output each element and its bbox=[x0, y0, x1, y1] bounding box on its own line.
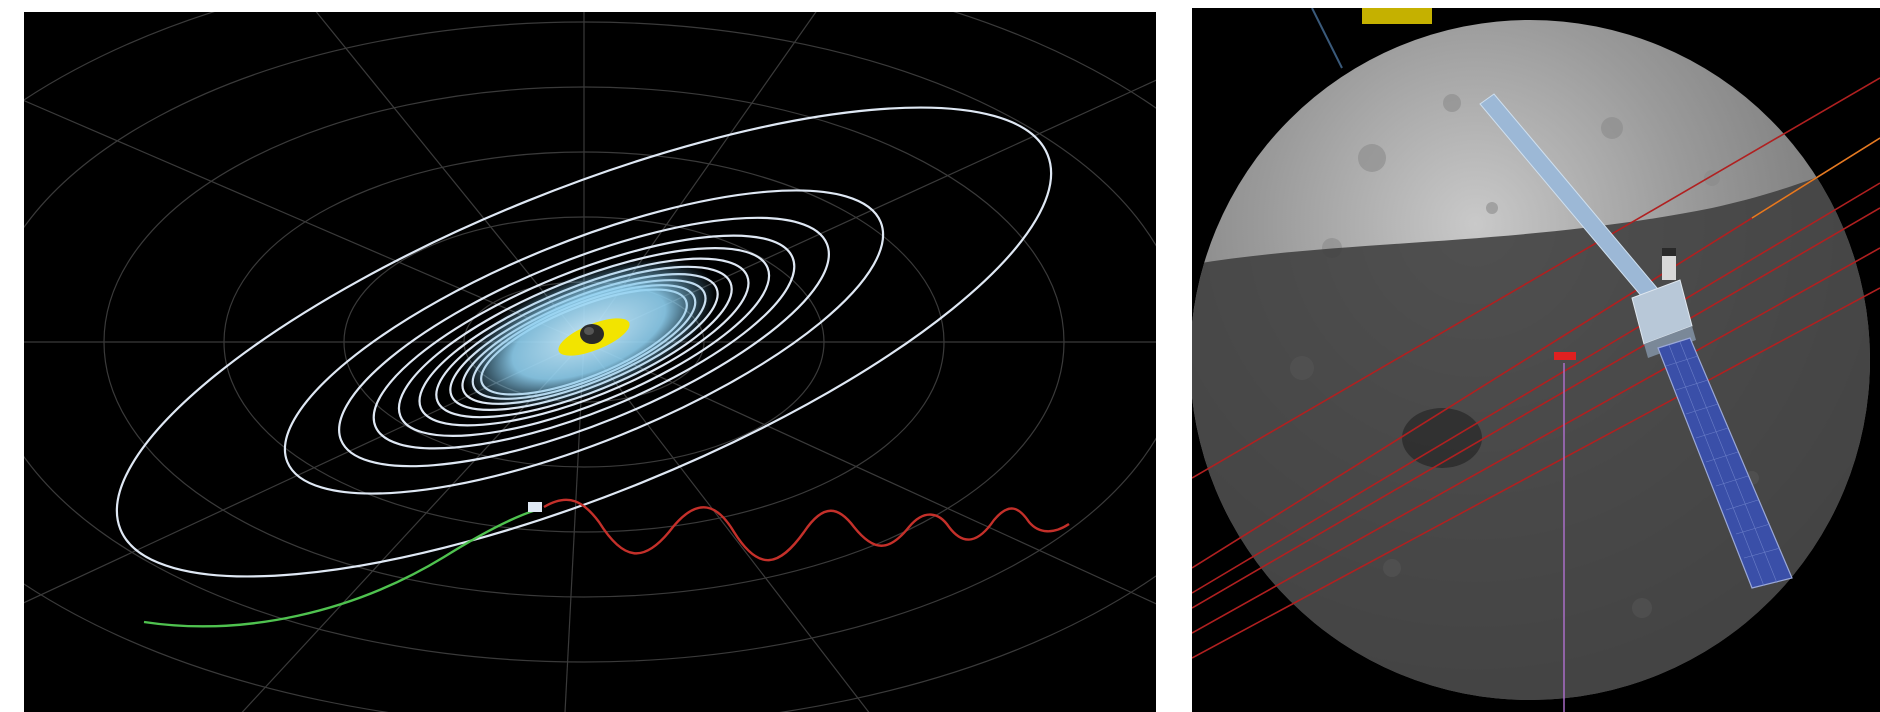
orange-orbit-line bbox=[1751, 137, 1880, 219]
spacecraft-marker-icon[interactable] bbox=[528, 502, 542, 512]
transfer-trajectory bbox=[543, 498, 1070, 562]
lunar-view[interactable] bbox=[1192, 8, 1880, 712]
solar-panel-icon bbox=[1657, 337, 1793, 589]
lunar-canvas bbox=[1192, 8, 1880, 712]
central-body-icon bbox=[558, 318, 630, 356]
trajectory-view[interactable] bbox=[24, 12, 1156, 712]
spacecraft-icon[interactable] bbox=[1479, 93, 1793, 589]
top-edge-strip bbox=[1362, 8, 1432, 24]
moon-body bbox=[1192, 20, 1870, 700]
approach-trajectory bbox=[143, 508, 537, 628]
marker-icon[interactable] bbox=[1554, 352, 1576, 360]
trajectory-canvas bbox=[24, 12, 1156, 712]
